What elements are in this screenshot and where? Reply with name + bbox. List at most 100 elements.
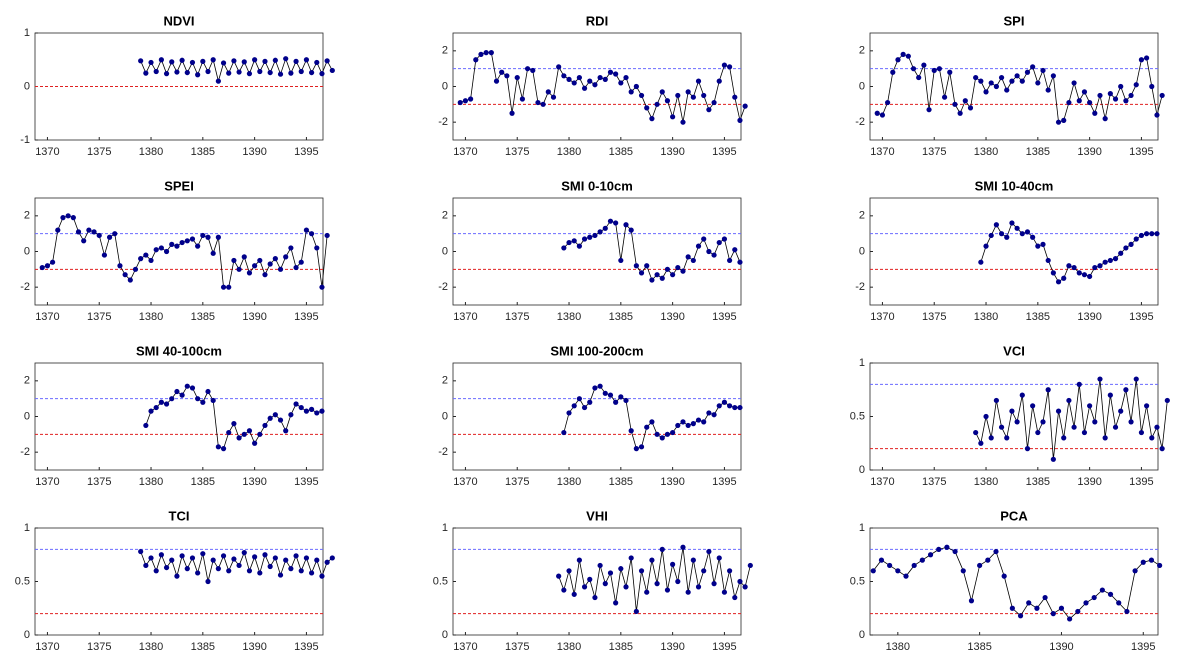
data-point: [576, 243, 582, 249]
data-point: [262, 422, 268, 429]
data-point: [324, 559, 330, 565]
data-point: [607, 69, 614, 75]
y-tick-label: 2: [24, 210, 30, 222]
data-point: [1112, 424, 1119, 430]
chart-title: SMI 0-10cm: [561, 178, 633, 193]
data-point: [931, 67, 937, 74]
data-point: [540, 101, 546, 107]
data-point: [200, 58, 206, 64]
data-point: [314, 410, 320, 416]
data-point: [941, 94, 948, 100]
data-point: [236, 562, 242, 569]
y-tick-label: 0: [859, 464, 865, 476]
data-point: [319, 284, 325, 290]
data-point: [978, 440, 984, 446]
x-tick-label: 1385: [191, 476, 215, 488]
y-tick-label: 2: [859, 210, 865, 222]
plot-area: [869, 197, 1159, 306]
data-point: [252, 57, 258, 63]
data-point: [633, 83, 639, 90]
data-point: [592, 232, 598, 239]
x-tick-label: 1375: [505, 146, 529, 158]
y-tick-label: 0: [24, 245, 30, 257]
data-point: [1058, 605, 1065, 611]
data-point: [957, 110, 963, 116]
data-point: [711, 252, 717, 258]
data-point: [727, 64, 733, 70]
x-tick-label: 1380: [974, 146, 998, 158]
data-point: [1107, 392, 1113, 398]
data-point: [742, 584, 748, 590]
data-point: [210, 250, 216, 256]
data-point: [618, 257, 624, 264]
data-point: [1157, 562, 1163, 569]
data-point: [493, 78, 500, 84]
data-point: [169, 396, 175, 402]
data-point: [618, 566, 624, 572]
data-point: [231, 257, 237, 264]
data-point: [1154, 112, 1160, 118]
y-tick-label: 1: [24, 27, 30, 39]
data-point: [163, 401, 170, 407]
data-point: [86, 227, 92, 233]
data-point: [277, 417, 284, 423]
plot-area: [452, 527, 742, 636]
data-point: [649, 116, 655, 122]
data-point: [210, 397, 216, 404]
data-point: [226, 429, 232, 436]
data-point: [329, 555, 335, 561]
data-point: [205, 234, 211, 240]
data-point: [737, 578, 743, 585]
data-point: [597, 229, 603, 235]
data-point: [1128, 419, 1134, 425]
data-point: [174, 243, 180, 249]
data-point: [483, 50, 489, 56]
data-point: [870, 568, 876, 574]
data-point: [96, 232, 102, 239]
data-point: [911, 562, 917, 569]
data-point: [670, 272, 676, 278]
data-point: [654, 581, 660, 587]
data-point: [944, 544, 950, 550]
data-point: [205, 388, 211, 395]
data-point: [148, 408, 154, 414]
x-tick-label: 1395: [1129, 146, 1153, 158]
data-point: [649, 557, 655, 563]
data-point: [1066, 263, 1072, 269]
data-point: [174, 573, 180, 579]
data-point: [153, 404, 159, 411]
data-point: [878, 557, 885, 563]
data-point: [1076, 381, 1082, 387]
chart-title: VHI: [586, 508, 608, 523]
data-point: [960, 568, 966, 574]
data-point: [566, 568, 572, 574]
data-point: [701, 236, 707, 242]
data-point: [195, 570, 201, 576]
data-point: [169, 59, 175, 65]
data-point: [903, 573, 909, 579]
data-point: [732, 404, 738, 411]
data-point: [675, 422, 681, 429]
data-point: [112, 231, 118, 237]
data-point: [1035, 243, 1041, 249]
data-point: [576, 74, 582, 81]
data-point: [1001, 573, 1007, 579]
data-point: [39, 264, 45, 271]
data-point: [257, 257, 263, 264]
data-point: [607, 218, 614, 224]
data-point: [288, 245, 294, 251]
data-point: [231, 556, 237, 562]
data-point: [488, 50, 494, 56]
x-tick-label: 1380: [557, 146, 581, 158]
data-point: [158, 552, 164, 558]
data-point: [623, 74, 629, 81]
data-point: [272, 555, 278, 561]
data-point: [592, 82, 598, 88]
data-point: [1071, 80, 1077, 86]
data-point: [1024, 446, 1031, 452]
data-point: [706, 548, 712, 555]
data-point: [973, 429, 979, 436]
data-point: [561, 429, 567, 436]
data-point: [670, 114, 676, 120]
x-tick-label: 1380: [557, 311, 581, 323]
